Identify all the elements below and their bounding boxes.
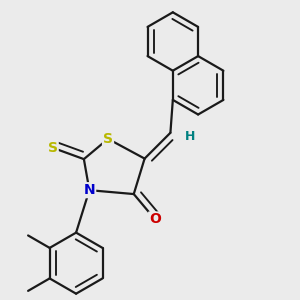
Text: O: O xyxy=(149,212,161,226)
Text: H: H xyxy=(185,130,196,142)
Text: S: S xyxy=(48,141,58,155)
Text: N: N xyxy=(83,183,95,197)
Text: S: S xyxy=(103,132,113,146)
